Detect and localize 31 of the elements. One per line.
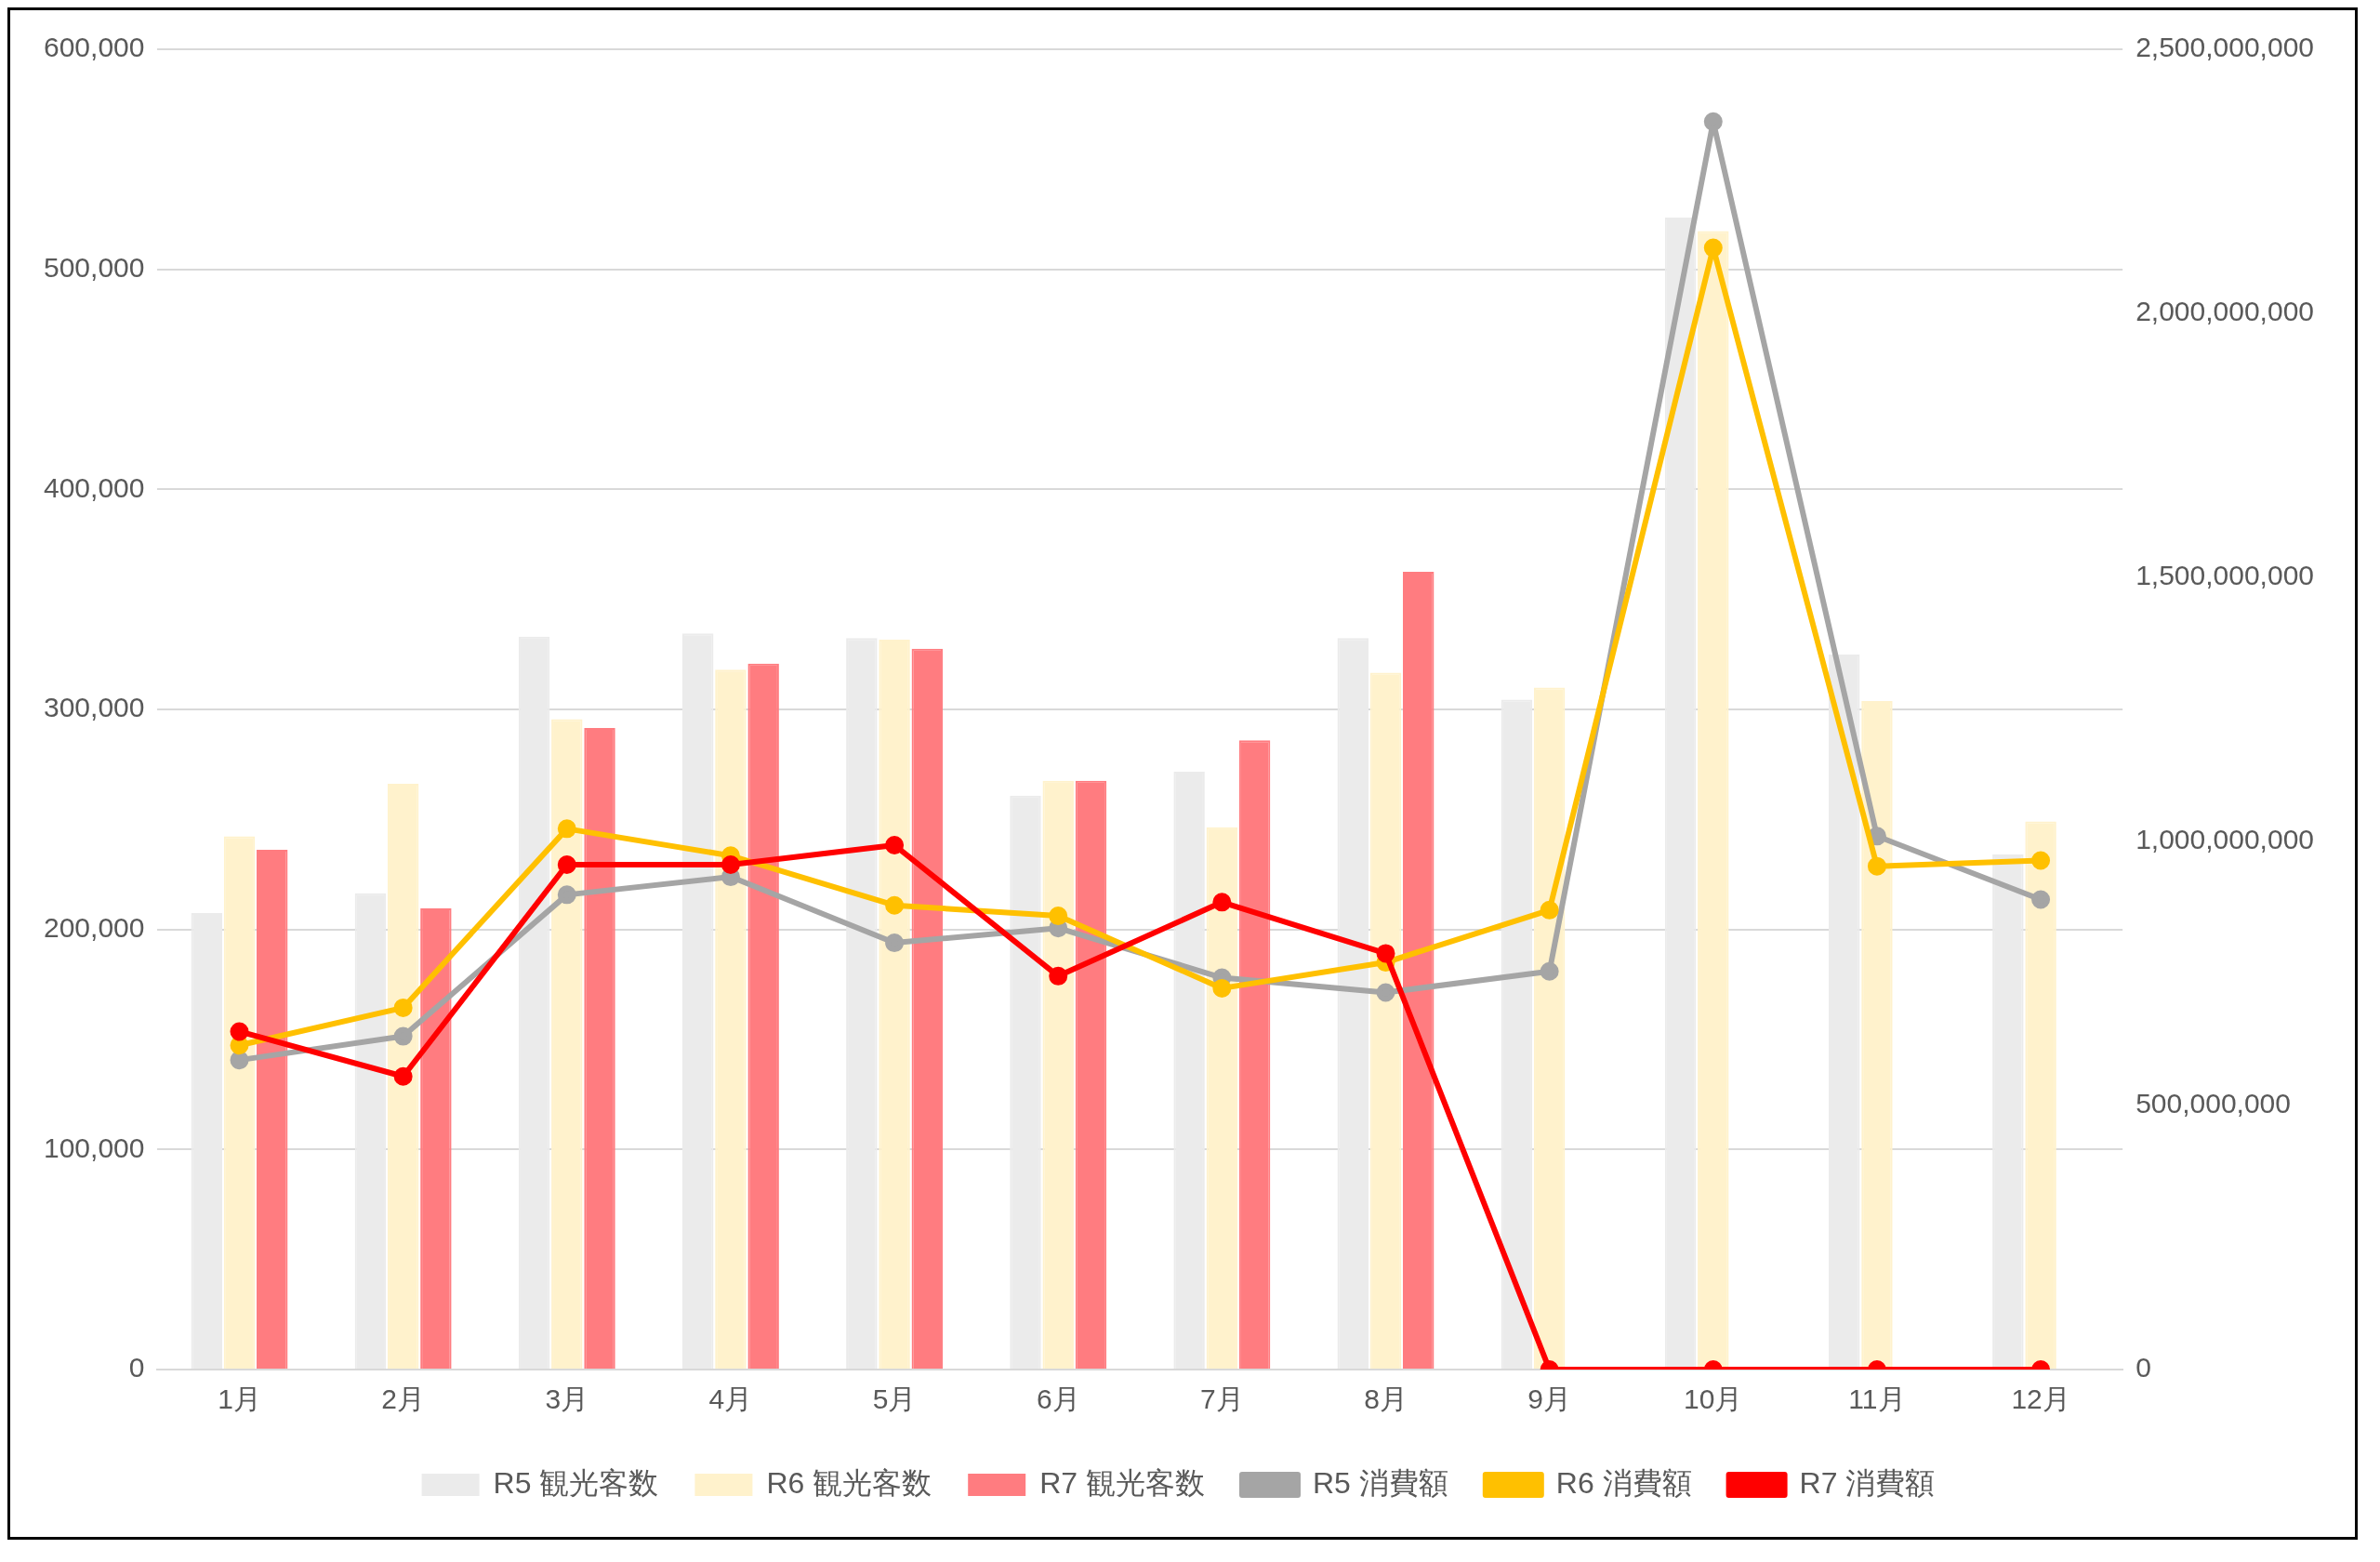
y2-tick-label: 1,500,000,000 [2135, 560, 2315, 591]
y-tick-label: 300,000 [43, 692, 145, 723]
y-tick-label: 100,000 [43, 1132, 145, 1163]
legend-label: R5 観光客数 [493, 1465, 659, 1500]
x-tick-label: 10月 [1684, 1383, 1743, 1415]
y2-tick-label: 2,000,000,000 [2135, 296, 2315, 327]
x-tick-label: 7月 [1200, 1383, 1244, 1415]
legend-label: R7 消費額 [1799, 1465, 1936, 1500]
x-tick-label: 8月 [1364, 1383, 1408, 1415]
y2-tick-label: 500,000,000 [2135, 1088, 2291, 1119]
x-tick-label: 12月 [2011, 1383, 2070, 1415]
y2-tick-label: 0 [2135, 1352, 2151, 1383]
x-tick-label: 4月 [708, 1383, 753, 1415]
x-tick-label: 9月 [1527, 1383, 1571, 1415]
y-tick-label: 500,000 [43, 251, 145, 283]
y2-tick-label: 2,500,000,000 [2135, 32, 2315, 63]
y-tick-label: 400,000 [43, 471, 145, 503]
y-tick-label: 0 [128, 1352, 145, 1383]
y-tick-label: 600,000 [43, 32, 145, 63]
legend-label: R7 観光客数 [1039, 1465, 1205, 1500]
x-tick-label: 11月 [1848, 1383, 1906, 1415]
y-tick-label: 200,000 [43, 911, 145, 943]
x-tick-label: 5月 [872, 1383, 917, 1415]
legend-label: R6 観光客数 [766, 1465, 932, 1500]
x-tick-label: 6月 [1036, 1383, 1080, 1415]
x-tick-label: 1月 [218, 1383, 261, 1415]
x-tick-label: 2月 [381, 1383, 425, 1415]
legend-label: R5 消費額 [1313, 1465, 1448, 1500]
legend-label: R6 消費額 [1555, 1465, 1692, 1500]
y2-tick-label: 1,000,000,000 [2135, 824, 2315, 855]
x-tick-label: 3月 [545, 1383, 589, 1415]
